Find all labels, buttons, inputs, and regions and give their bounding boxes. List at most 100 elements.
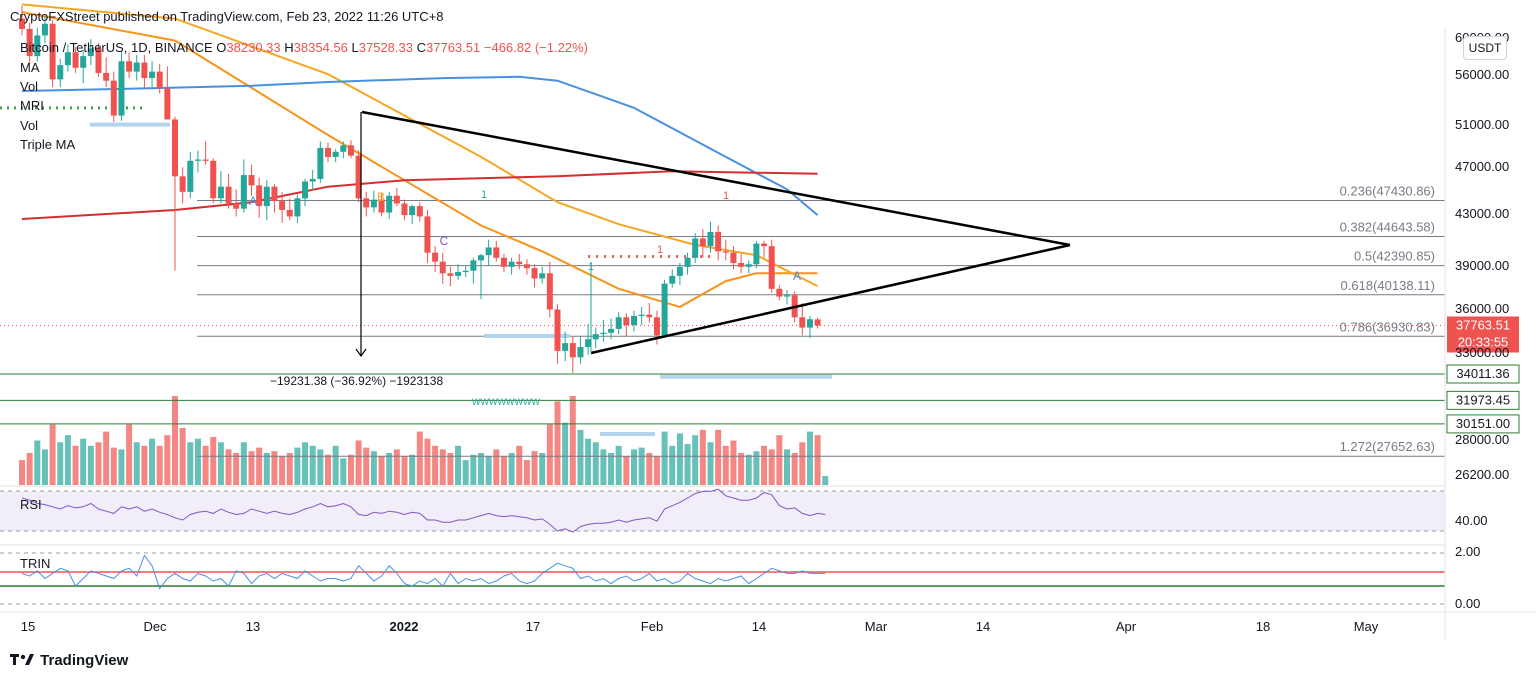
legend-vol-2[interactable]: Vol	[20, 118, 39, 133]
volume-bar	[478, 452, 484, 485]
volume-bar	[194, 438, 201, 485]
support-level-value: 31973.45	[1456, 392, 1510, 407]
volume-bar	[80, 438, 87, 485]
legend-mri[interactable]: MRI	[20, 98, 44, 113]
symbol-ohlc-line: Bitcoin / TetherUS, 1D, BINANCE O38230.3…	[20, 40, 588, 55]
symbol-name[interactable]: Bitcoin / TetherUS, 1D, BINANCE	[20, 40, 213, 55]
candle-body	[57, 65, 64, 80]
candle-body	[799, 317, 806, 328]
legend-triple-ma[interactable]: Triple MA	[20, 137, 76, 152]
candle-body	[133, 62, 140, 72]
triangle-pattern	[355, 110, 1071, 358]
candle-body	[332, 151, 339, 157]
volume-bar	[378, 456, 385, 485]
candle-body	[393, 195, 400, 204]
time-axis-label: 14	[752, 619, 766, 634]
volume-bar	[302, 442, 309, 485]
price-axis-label: 33000.00	[1455, 345, 1509, 360]
candle-body	[64, 52, 71, 66]
candle-body	[500, 257, 507, 267]
volume-bar	[424, 438, 431, 485]
volume-bar	[256, 447, 263, 485]
volume-bar	[462, 460, 469, 485]
volume-bar	[370, 451, 377, 485]
volume-bar	[325, 454, 331, 485]
volume-bar	[240, 442, 247, 485]
volume-bar	[393, 449, 400, 485]
candle-body	[233, 203, 240, 209]
fib-level-label: 1.272(27652.63)	[1340, 439, 1435, 454]
volume-bar	[263, 452, 270, 485]
candle-body	[730, 252, 737, 263]
footer-brand[interactable]: TradingView	[10, 652, 128, 670]
support-level-tag	[1446, 414, 1520, 434]
volume-bar	[217, 442, 224, 485]
volume-bar	[784, 449, 790, 485]
candle-body	[41, 23, 48, 36]
high-value: 38354.56	[293, 40, 348, 55]
volume-bar	[745, 454, 752, 485]
candle-body	[187, 160, 194, 192]
candle-body	[546, 273, 553, 310]
candle-body	[715, 231, 722, 252]
volume-bar	[500, 456, 507, 485]
candle-body	[585, 339, 592, 348]
time-axis-label: 15	[21, 619, 35, 634]
volume-bar	[187, 442, 194, 485]
chart-text: 60000.0056000.0051000.0047000.0043000.00…	[20, 30, 1510, 634]
trin-label: TRIN	[20, 556, 50, 571]
candle-body	[340, 145, 347, 152]
legend-vol[interactable]: Vol	[20, 79, 39, 94]
support-level-value: 34011.36	[1456, 366, 1509, 381]
price-axis-label: 47000.00	[1455, 159, 1509, 174]
fib-level-label: 0.5(42390.85)	[1354, 249, 1435, 264]
candle-body	[172, 119, 178, 177]
volume-bar	[363, 447, 370, 485]
volume-bar	[355, 440, 362, 485]
quote-currency-badge[interactable]: USDT	[1463, 36, 1507, 60]
candle-body	[347, 145, 354, 156]
volume-bar	[347, 454, 354, 485]
candle-body	[569, 343, 576, 358]
wave-label: A	[793, 269, 801, 283]
low-label: L	[351, 40, 359, 55]
open-value: 38230.33	[226, 40, 281, 55]
volume-bar	[41, 449, 48, 485]
volume-bar	[707, 442, 714, 485]
volume-bar	[738, 452, 745, 485]
volume-bar	[95, 442, 102, 485]
footer-brand-text: TradingView	[40, 652, 129, 669]
time-axis-label: 14	[976, 619, 990, 634]
time-axis-label: Mar	[865, 619, 888, 634]
volume-bar	[768, 449, 775, 485]
volume-bar	[87, 445, 94, 485]
measure-arrow-icon	[355, 348, 367, 358]
volume-bar	[156, 445, 163, 485]
time-axis-label: Feb	[641, 619, 663, 634]
td-count-label: 1	[481, 189, 487, 201]
moving-average-lines	[0, 3, 832, 436]
candle-body	[432, 252, 439, 262]
candle-body	[386, 195, 393, 213]
volume-bar	[554, 401, 561, 485]
candle-body	[722, 251, 729, 253]
candle-body	[784, 295, 790, 297]
candle-body	[34, 35, 41, 57]
volume-bar	[416, 431, 423, 485]
time-axis-label: Apr	[1116, 619, 1137, 634]
candle-body	[531, 268, 538, 279]
axes	[0, 28, 1536, 640]
legend-ma[interactable]: MA	[20, 60, 40, 75]
candle-body	[562, 343, 569, 351]
last-price-tag	[1447, 316, 1519, 353]
rsi-line	[21, 488, 826, 533]
candle-body	[87, 48, 94, 57]
candle-body	[470, 260, 477, 271]
candle-body	[26, 28, 33, 57]
volume-bar	[279, 456, 286, 485]
volume-bar	[103, 431, 110, 485]
fib-level-label: 0.786(36930.83)	[1340, 319, 1435, 334]
volume-bar	[638, 447, 645, 485]
volume-bar	[730, 440, 737, 485]
